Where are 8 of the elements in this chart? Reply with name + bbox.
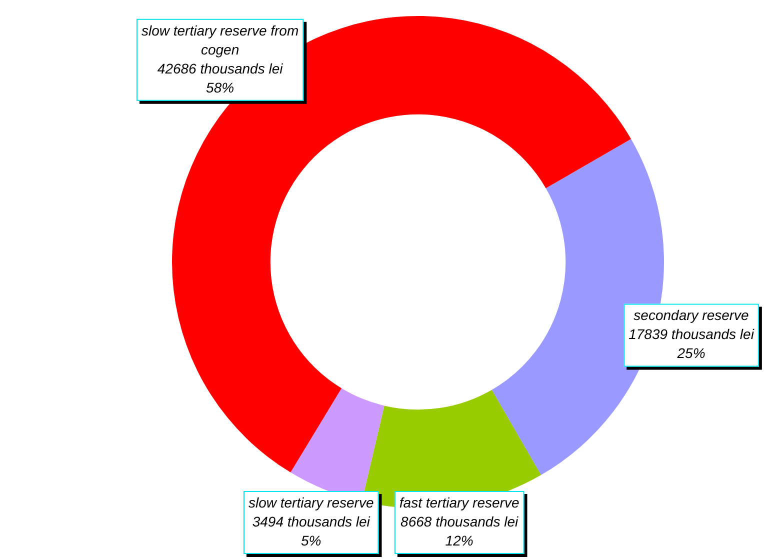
slice-label: slow tertiary reserve from cogen [141,22,299,58]
slice-label: secondary reserve [634,307,750,324]
data-label: 17839 thousands lei 25% [628,326,755,362]
slice-label: slow tertiary reserve [248,494,374,510]
data-label: 3494 thousands lei 5% [252,513,371,548]
data-label: 8668 thousands lei 12% [400,513,519,548]
data-label: 42686 thousands lei 58% [157,60,284,96]
slice-label: fast tertiary reserve [399,494,520,510]
